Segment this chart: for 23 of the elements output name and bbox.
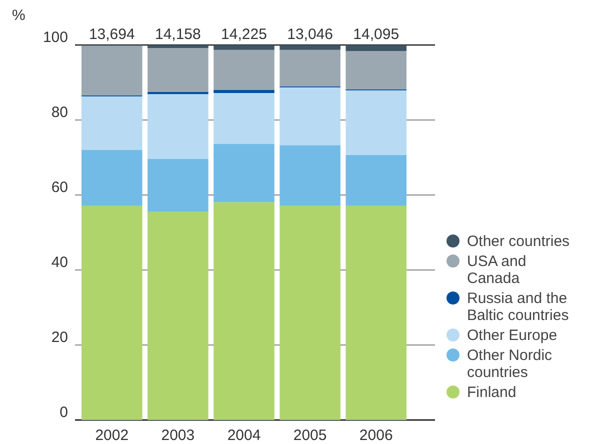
y-tick-label: 40 <box>51 254 68 271</box>
y-tick-label: 0 <box>60 404 68 421</box>
y-axis-title: % <box>12 7 26 24</box>
x-tick-label: 2002 <box>95 427 129 444</box>
annotation: 14,225 <box>221 26 267 43</box>
y-tick-label: 100 <box>42 29 68 46</box>
legend-label: Other Europe <box>467 327 558 344</box>
annotation: 13,046 <box>287 26 333 43</box>
legend-label: Russia and the Baltic countries <box>467 290 569 324</box>
annotation: 13,694 <box>88 26 135 43</box>
x-tick-label: 2004 <box>227 427 261 444</box>
annotation: 14,095 <box>353 26 400 43</box>
legend-label: USA and Canada <box>467 253 526 287</box>
legend-label: Other Nordic countries <box>467 347 553 381</box>
legend-label: Other countries <box>467 233 570 250</box>
x-tick-label: 2005 <box>293 427 327 444</box>
y-tick-label: 60 <box>51 179 68 196</box>
y-tick-label: 20 <box>51 329 68 346</box>
x-tick-label: 2003 <box>161 427 195 444</box>
y-tick-label: 80 <box>51 104 68 121</box>
legend-label: Finland <box>467 384 516 401</box>
x-tick-label: 2006 <box>359 427 393 444</box>
annotation: 14,158 <box>155 26 201 43</box>
